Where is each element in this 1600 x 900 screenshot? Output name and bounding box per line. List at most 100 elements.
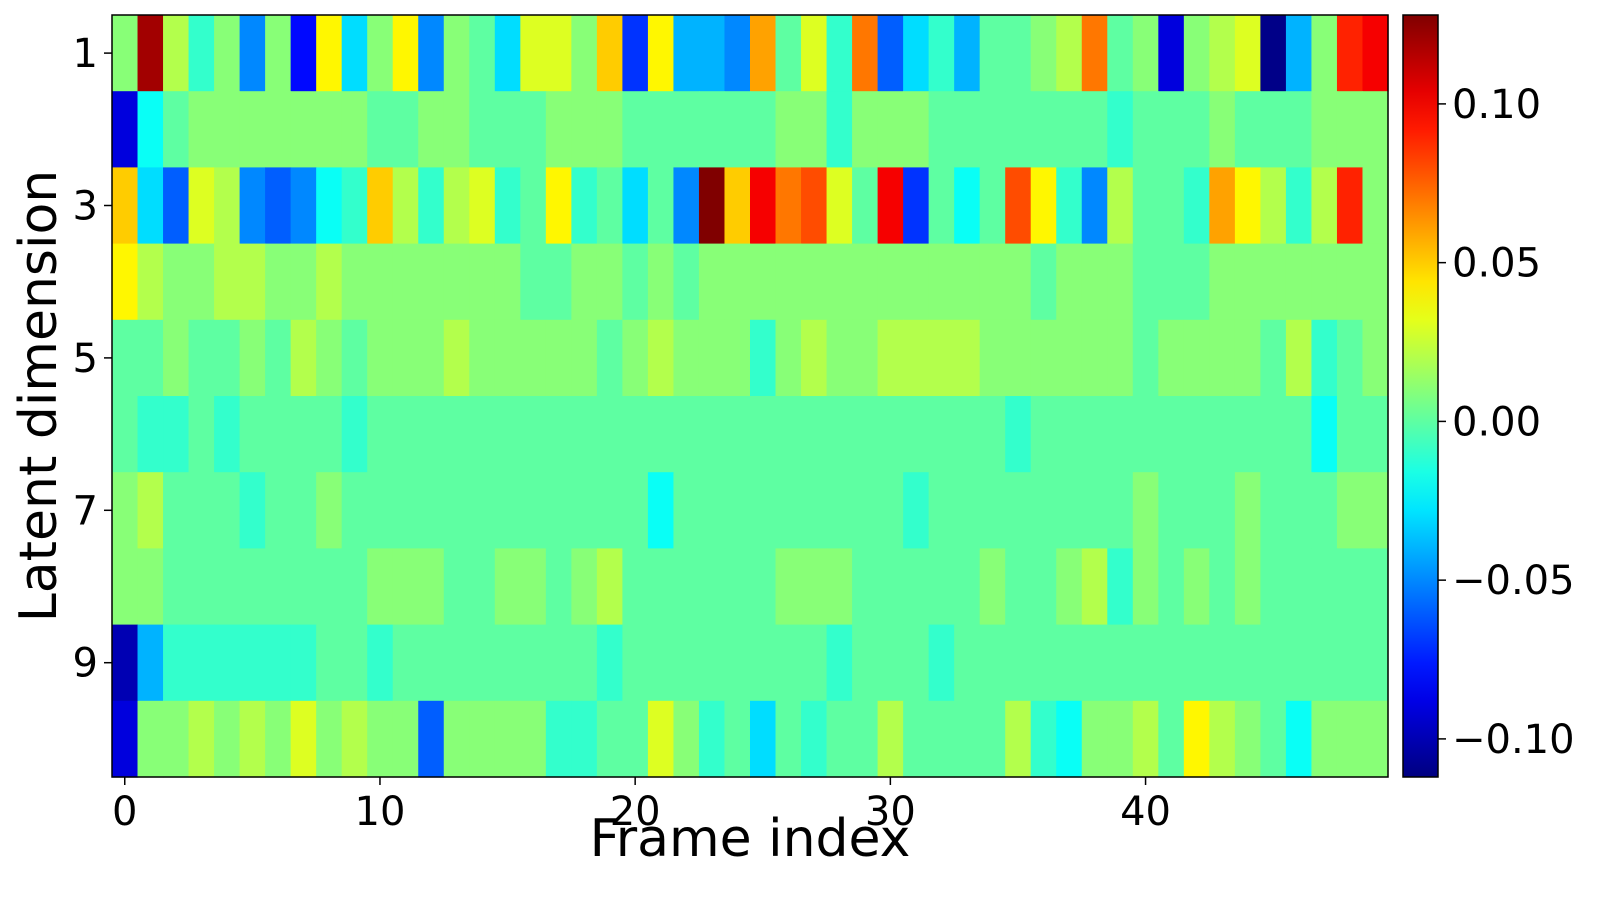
heatmap-cell [494, 624, 521, 702]
heatmap-cell [775, 15, 802, 92]
x-tick-label: 40 [1120, 789, 1171, 835]
heatmap-cell [673, 243, 700, 321]
heatmap-cell [265, 700, 292, 778]
heatmap-cell [316, 548, 343, 626]
heatmap-cell [1336, 91, 1364, 168]
heatmap-cell [750, 396, 777, 473]
heatmap-cell [163, 15, 190, 92]
heatmap-cell [1030, 472, 1057, 549]
heatmap-cell [673, 91, 700, 168]
heatmap-cell [877, 91, 904, 168]
heatmap-cell [698, 15, 726, 92]
heatmap-cell [1081, 243, 1108, 321]
heatmap-cell [1336, 15, 1364, 92]
heatmap-cell [341, 243, 368, 321]
heatmap-cell [622, 15, 649, 92]
heatmap-cell [1311, 319, 1338, 397]
heatmap-cell [571, 319, 598, 397]
heatmap-cell [265, 167, 292, 245]
heatmap-cell [979, 319, 1006, 397]
heatmap-cell [1158, 243, 1185, 321]
heatmap-cell [112, 243, 139, 321]
heatmap-cell [137, 396, 164, 473]
heatmap-cell [852, 472, 879, 549]
heatmap-cell [877, 396, 904, 473]
heatmap-cell [469, 91, 496, 168]
heatmap-cell [1107, 243, 1134, 321]
heatmap-cell [622, 548, 649, 626]
heatmap-cell [1285, 472, 1313, 549]
heatmap-cell [1260, 396, 1287, 473]
heatmap-cell [443, 472, 470, 549]
heatmap-cell [341, 548, 368, 626]
heatmap-cell [1362, 472, 1389, 549]
heatmap-cell [571, 624, 598, 702]
heatmap-cell [1005, 624, 1032, 702]
heatmap-cell [392, 319, 419, 397]
heatmap-cell [928, 167, 955, 245]
heatmap-cell [469, 700, 496, 778]
heatmap-cell [1362, 319, 1389, 397]
heatmap-cell [239, 91, 266, 168]
heatmap-cell [1260, 624, 1287, 702]
heatmap-cell [852, 243, 879, 321]
colorbar-tick-label: −0.10 [1452, 717, 1575, 763]
heatmap-cell [214, 243, 241, 321]
heatmap-cell [443, 319, 470, 397]
heatmap-cell [1056, 396, 1083, 473]
heatmap-cell [1056, 472, 1083, 549]
heatmap-cell [1030, 548, 1057, 626]
heatmap-cell [724, 548, 751, 626]
heatmap-cell [290, 396, 317, 473]
heatmap-cell [494, 396, 521, 473]
heatmap-cell [137, 167, 164, 245]
heatmap-cell [724, 624, 751, 702]
heatmap-cell [1056, 700, 1083, 778]
heatmap-cell [596, 396, 623, 473]
heatmap-cell [724, 472, 751, 549]
heatmap-cell [596, 91, 623, 168]
heatmap-cell [418, 15, 445, 92]
heatmap-cell [1336, 548, 1364, 626]
heatmap-cell [520, 91, 547, 168]
heatmap-cell [188, 91, 215, 168]
heatmap-cell [903, 396, 930, 473]
heatmap-cell [163, 243, 190, 321]
heatmap-cell [852, 91, 879, 168]
heatmap-cell [801, 243, 828, 321]
heatmap-cell [520, 243, 547, 321]
heatmap-cell [469, 396, 496, 473]
heatmap-cell [928, 624, 955, 702]
heatmap-cell [979, 396, 1006, 473]
heatmap-cell [1056, 91, 1083, 168]
plot-frame [111, 14, 1389, 778]
heatmap-cell [1030, 167, 1057, 245]
heatmap-cell [239, 243, 266, 321]
heatmap-cell [214, 472, 241, 549]
heatmap-cell [443, 700, 470, 778]
heatmap-cell [112, 548, 139, 626]
heatmap-cell [647, 319, 675, 397]
heatmap-cell [265, 243, 292, 321]
heatmap-cell [188, 396, 215, 473]
heatmap-cell [1158, 624, 1185, 702]
heatmap-cell [647, 624, 675, 702]
heatmap-cell [214, 396, 241, 473]
heatmap-cell [1209, 15, 1236, 92]
heatmap-cell [137, 624, 164, 702]
heatmap-cell [1005, 700, 1032, 778]
heatmap-cell [596, 548, 623, 626]
heatmap-cell [188, 700, 215, 778]
heatmap-cell [545, 700, 572, 778]
heatmap-cell [392, 548, 419, 626]
heatmap-cell [137, 91, 164, 168]
heatmap-cell [903, 624, 930, 702]
colorbar [1402, 14, 1439, 778]
heatmap-cell [316, 472, 343, 549]
heatmap-cell [188, 472, 215, 549]
heatmap-cell [392, 15, 419, 92]
heatmap-cell [1209, 243, 1236, 321]
heatmap-cell [1158, 700, 1185, 778]
colorbar-tick-label: −0.05 [1452, 558, 1575, 604]
heatmap-cell [494, 167, 521, 245]
